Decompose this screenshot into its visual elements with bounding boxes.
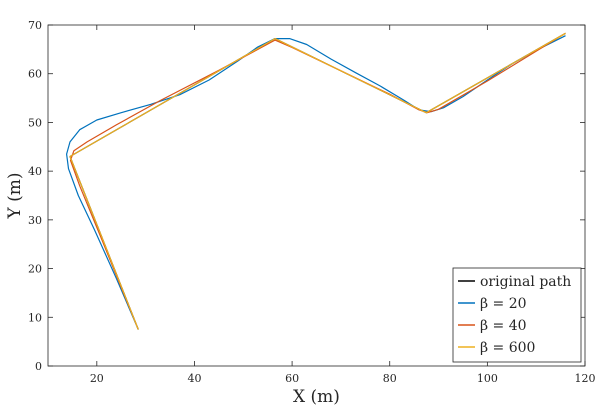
legend: original path β = 20 β = 40 β = 600 bbox=[452, 267, 582, 363]
x-tick-label: 100 bbox=[477, 372, 498, 385]
y-tick-label: 10 bbox=[28, 311, 42, 324]
series-line-3 bbox=[69, 32, 566, 330]
ticks-layer: 20 40 60 80 100 120 0 10 20 30 40 50 60 70 bbox=[28, 19, 596, 385]
legend-label-0: original path bbox=[480, 274, 571, 290]
legend-label-2: β = 40 bbox=[480, 318, 527, 334]
axes-box bbox=[47, 24, 586, 367]
legend-label-1: β = 20 bbox=[480, 296, 527, 312]
x-tick-label: 120 bbox=[575, 372, 596, 385]
x-axis-label: X (m) bbox=[293, 387, 340, 406]
y-tick-label: 40 bbox=[28, 165, 42, 178]
y-tick-label: 30 bbox=[28, 214, 42, 227]
y-tick-label: 20 bbox=[28, 263, 42, 276]
y-tick-label: 0 bbox=[35, 360, 42, 373]
x-tick-label: 80 bbox=[383, 372, 397, 385]
x-tick-label: 20 bbox=[90, 372, 104, 385]
series-line-1 bbox=[65, 35, 566, 330]
y-tick-label: 50 bbox=[28, 116, 42, 129]
series-layer bbox=[65, 32, 566, 330]
y-tick-label: 60 bbox=[28, 68, 42, 81]
x-tick-label: 40 bbox=[187, 372, 201, 385]
x-tick-label: 60 bbox=[285, 372, 299, 385]
y-tick-label: 70 bbox=[28, 19, 42, 32]
y-axis-label: Y (m) bbox=[5, 172, 25, 219]
legend-label-3: β = 600 bbox=[480, 340, 535, 356]
